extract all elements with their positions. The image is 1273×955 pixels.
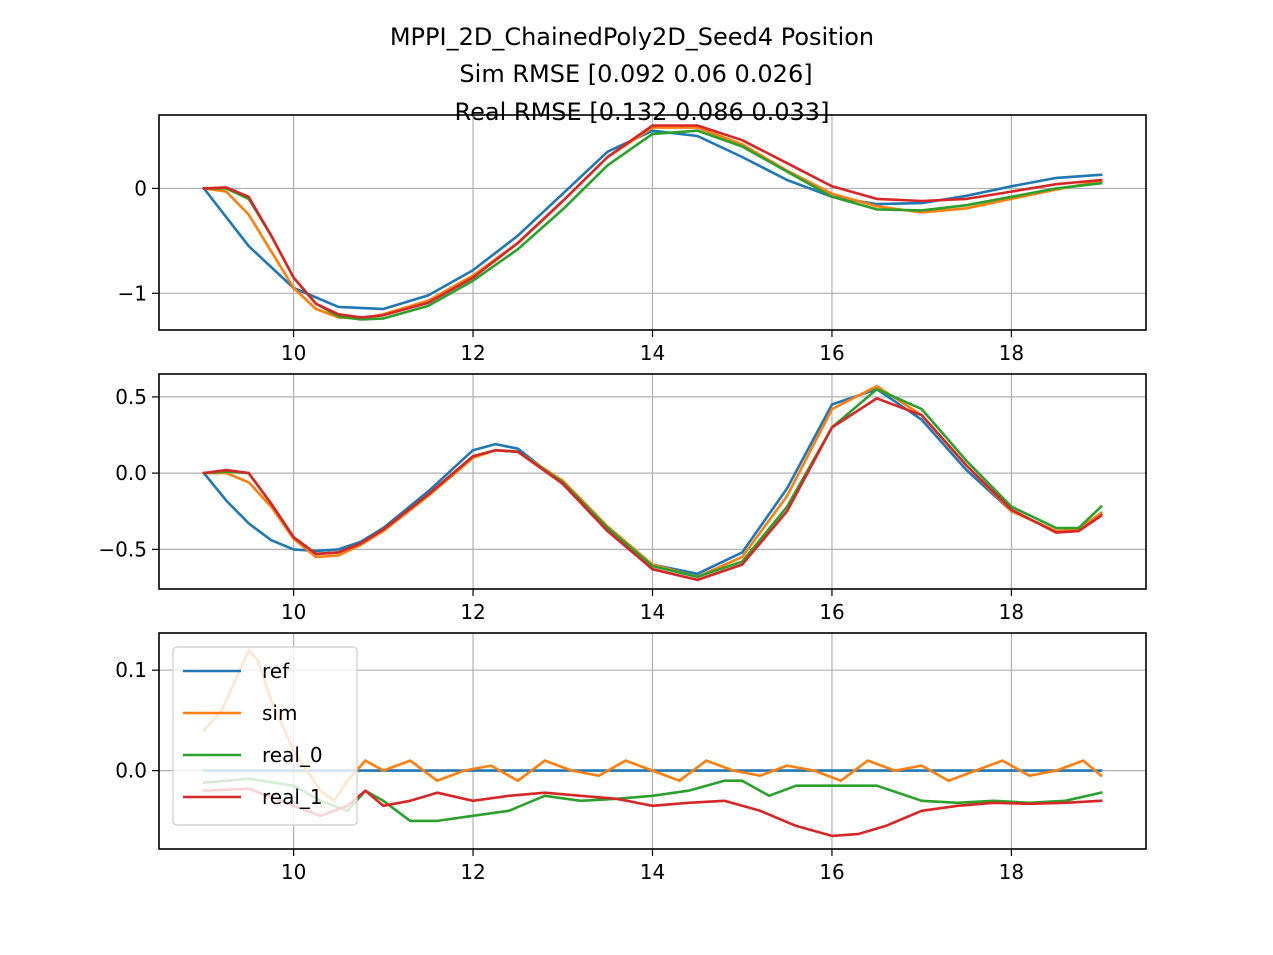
legend-label-ref: ref	[262, 659, 290, 683]
title-line-1: MPPI_2D_ChainedPoly2D_Seed4 Position	[390, 23, 874, 51]
y-tick-label: 0	[134, 176, 147, 200]
legend: ref sim real_0 real_1	[172, 646, 358, 826]
x-tick-label: 18	[999, 860, 1024, 884]
x-tick-label: 10	[281, 600, 306, 624]
legend-label-real_1: real_1	[262, 785, 323, 809]
x-tick-label: 16	[819, 600, 844, 624]
subplot-2: 10 12 14 16 18 −0.5 0.0 0.5	[98, 373, 1147, 624]
series-line-ref	[202, 129, 1103, 311]
x-tick-label: 14	[640, 860, 665, 884]
x-tick-label: 10	[281, 341, 306, 365]
x-tick-label: 14	[640, 600, 665, 624]
x-tick-label: 12	[460, 860, 485, 884]
x-tick-label: 18	[999, 600, 1024, 624]
subplot-3: 10 12 14 16 18 0.0 0.1 ref sim real_0 real_1	[115, 632, 1147, 884]
y-tick-label: 0.1	[115, 658, 147, 682]
x-tick-label: 12	[460, 341, 485, 365]
series-line-real_1	[202, 124, 1103, 319]
title-line-3: Real RMSE [0.132 0.086 0.033]	[455, 98, 830, 126]
legend-label-sim: sim	[262, 701, 297, 725]
series-group	[202, 124, 1103, 321]
x-tick-label: 10	[281, 860, 306, 884]
y-tick-label: 0.0	[115, 461, 147, 485]
x-tick-label: 16	[819, 860, 844, 884]
figure-title: MPPI_2D_ChainedPoly2D_Seed4 Position Sim…	[390, 23, 874, 126]
legend-label-real_0: real_0	[262, 743, 323, 767]
legend-box	[172, 646, 358, 826]
y-tick-label: 0.5	[115, 385, 147, 409]
x-tick-label: 16	[819, 341, 844, 365]
subplot-1: 10 12 14 16 18 −1 0	[118, 114, 1147, 365]
y-tick-label: 0.0	[115, 759, 147, 783]
x-tick-label: 18	[999, 341, 1024, 365]
x-tick-label: 14	[640, 341, 665, 365]
title-line-2: Sim RMSE [0.092 0.06 0.026]	[459, 60, 812, 88]
y-tick-label: −0.5	[98, 537, 147, 561]
y-tick-label: −1	[118, 281, 147, 305]
x-tick-label: 12	[460, 600, 485, 624]
series-line-real_1	[202, 397, 1103, 582]
series-group	[202, 384, 1103, 582]
